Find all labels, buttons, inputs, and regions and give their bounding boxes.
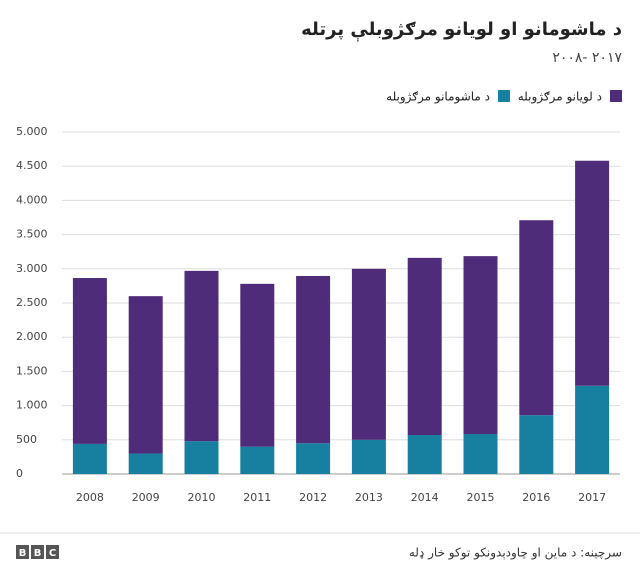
logo-letter: C	[49, 548, 56, 559]
y-tick-label: 0	[16, 467, 23, 480]
bar-segment	[296, 275, 331, 444]
bar-segment	[128, 296, 163, 454]
y-tick-label: 3.000	[16, 262, 48, 275]
x-tick-label: 2016	[522, 491, 550, 504]
logo-box	[31, 545, 44, 559]
bar-segment	[519, 415, 554, 474]
x-tick-label: 2017	[578, 491, 606, 504]
x-tick-label: 2010	[188, 491, 216, 504]
logo-box	[16, 545, 29, 559]
bar-segment	[128, 453, 163, 474]
y-tick-label: 5.000	[16, 125, 48, 138]
chart-title: د ماشومانو او لویانو مرګژوبلې پرتله	[301, 19, 622, 42]
x-tick-label: 2014	[411, 491, 439, 504]
chart-subtitle: ۲۰۰۸- ۲۰۱۷	[552, 50, 622, 66]
bar-segment	[407, 435, 442, 474]
legend-swatch	[498, 90, 510, 102]
x-tick-label: 2008	[76, 491, 104, 504]
legend-swatch	[610, 90, 622, 102]
y-tick-label: 500	[16, 433, 37, 446]
bar-segment	[351, 268, 386, 440]
x-tick-label: 2013	[355, 491, 383, 504]
bar-segment	[463, 433, 498, 474]
bar-segment	[240, 283, 275, 447]
y-tick-label: 4.500	[16, 159, 48, 172]
bar-segment	[296, 443, 331, 474]
bar-segment	[407, 257, 442, 436]
bar-segment	[463, 256, 498, 434]
bar-segment	[184, 270, 219, 442]
bar-segment	[519, 220, 554, 416]
y-tick-label: 1.500	[16, 364, 48, 377]
bar-segment	[575, 385, 610, 474]
legend-label: د لویانو مرګژوبله	[518, 90, 602, 105]
y-tick-label: 3.500	[16, 228, 48, 241]
y-tick-label: 4.000	[16, 193, 48, 206]
y-tick-label: 2.000	[16, 330, 48, 343]
x-tick-label: 2009	[132, 491, 160, 504]
x-tick-label: 2015	[467, 491, 495, 504]
bar-segment	[72, 443, 107, 474]
source: سرچینه: د ماین او چاودېدونکو توکو خار ډل…	[409, 546, 622, 561]
bar-segment	[351, 439, 386, 474]
logo-letter: B	[34, 548, 42, 559]
y-tick-label: 2.500	[16, 296, 48, 309]
bar-segment	[184, 441, 219, 474]
legend-label: د ماشومانو مرګژوبله	[386, 90, 490, 105]
logo-box	[46, 545, 59, 559]
bar-segment	[72, 278, 107, 444]
y-tick-label: 1.000	[16, 399, 48, 412]
x-tick-label: 2012	[299, 491, 327, 504]
logo-letter: B	[19, 548, 27, 559]
bar-segment	[575, 160, 610, 386]
bar-segment	[240, 446, 275, 474]
x-tick-label: 2011	[243, 491, 271, 504]
